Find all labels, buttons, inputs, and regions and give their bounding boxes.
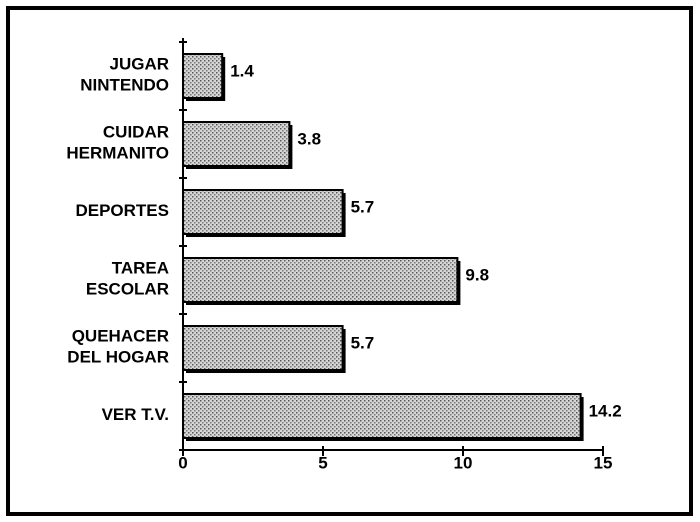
value-label: 14.2 [589, 401, 622, 420]
value-label: 9.8 [465, 265, 489, 284]
frame [6, 6, 693, 516]
category-label: CUIDAR HERMANITO [66, 123, 169, 163]
value-label: 5.7 [351, 197, 375, 216]
x-tick-label: 0 [178, 453, 187, 472]
value-label: 1.4 [230, 61, 254, 80]
category-label: VER T.V. [102, 405, 169, 424]
bar [182, 393, 582, 439]
bar [182, 121, 291, 167]
value-label: 5.7 [351, 333, 375, 352]
category-label: JUGAR NINTENDO [80, 55, 169, 95]
category-label: TAREA ESCOLAR [86, 259, 169, 299]
category-label: QUEHACER DEL HOGAR [67, 327, 169, 367]
x-tick-label: 10 [454, 453, 473, 472]
category-label: DEPORTES [75, 201, 169, 220]
bar [182, 53, 224, 99]
bar [182, 325, 344, 371]
x-tick-label: 15 [594, 453, 613, 472]
bar [182, 257, 459, 303]
x-tick-label: 5 [318, 453, 327, 472]
value-label: 3.8 [297, 129, 321, 148]
bar [182, 189, 344, 235]
